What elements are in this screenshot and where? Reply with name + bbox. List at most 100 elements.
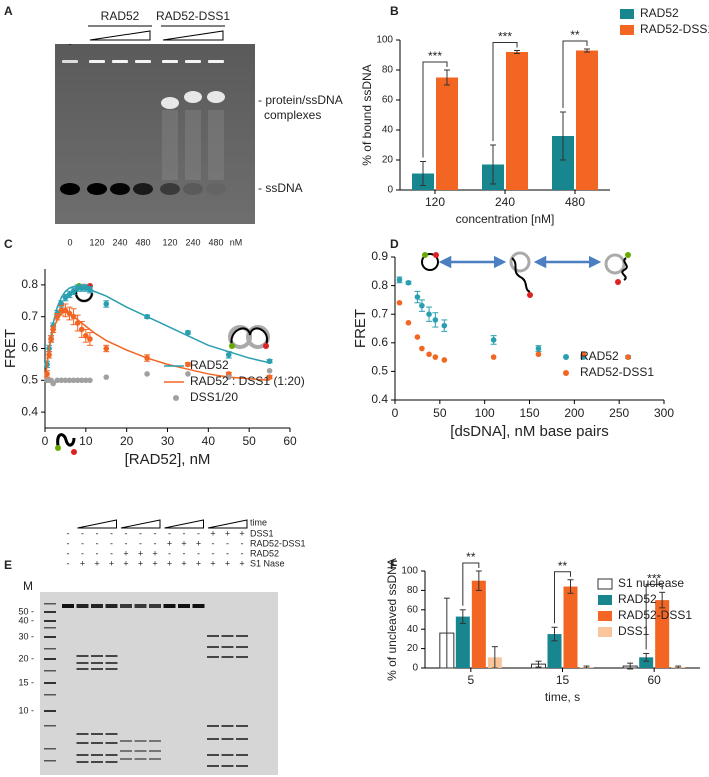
band (105, 761, 118, 763)
icon (621, 257, 628, 281)
x-tick-label: 15 (556, 673, 570, 687)
well-band (185, 60, 201, 63)
point (405, 279, 412, 286)
gel (40, 592, 278, 775)
sign: + (181, 558, 186, 568)
y-tick-label: 100 (376, 35, 393, 46)
ssdna-band (87, 183, 107, 195)
sign: - (110, 548, 113, 558)
lane-group: RAD52-DSS1 (156, 9, 230, 23)
point (419, 302, 425, 309)
band (76, 604, 89, 608)
icon (509, 251, 531, 273)
x-tick-label: 150 (519, 406, 539, 420)
marker-size: 50 - (18, 606, 34, 616)
y-axis-label: % of bound ssDNA (360, 64, 374, 165)
x-tick-label: 50 (433, 406, 447, 420)
point (66, 310, 73, 317)
y-tick-label: 0.5 (371, 364, 388, 378)
icon (511, 257, 531, 293)
sign: + (123, 548, 128, 558)
icon (56, 433, 76, 447)
sign: - (67, 548, 70, 558)
marker-band (44, 694, 56, 696)
point (490, 354, 497, 360)
legend-swatch (173, 395, 179, 401)
x-tick-label: 5 (467, 673, 474, 687)
sign: - (67, 528, 70, 538)
bar (639, 657, 654, 668)
band (236, 725, 248, 727)
marker-size: 20 - (18, 653, 34, 663)
sign: - (67, 538, 70, 548)
band (236, 656, 248, 658)
lane-label: 240 (185, 237, 200, 247)
ssdna-band (133, 183, 153, 195)
sign: + (109, 558, 114, 568)
complex-band (161, 97, 179, 109)
bar (655, 600, 670, 668)
smear (162, 110, 178, 180)
lane-label: 0 (67, 237, 72, 247)
band (91, 668, 103, 670)
band (134, 604, 147, 608)
significance-bracket (492, 42, 518, 141)
bar (576, 50, 598, 190)
smear (208, 110, 224, 180)
panel-label: B (390, 4, 399, 18)
y-axis-label: FRET (2, 329, 19, 368)
band (207, 765, 219, 767)
time-wedge (120, 519, 161, 529)
marker-band (44, 648, 56, 650)
point (54, 377, 61, 384)
sign: - (81, 548, 84, 558)
significance: ** (558, 559, 568, 573)
point (441, 322, 448, 329)
band (149, 758, 161, 760)
icon (55, 445, 61, 451)
band (91, 761, 103, 763)
point (78, 377, 85, 384)
sign: - (197, 528, 200, 538)
time-wedge (77, 519, 117, 529)
well-band (112, 60, 128, 63)
band-label: - ssDNA (258, 181, 303, 195)
band (236, 754, 248, 756)
sign: + (239, 528, 244, 538)
band (105, 754, 118, 756)
x-axis-label: concentration [nM] (456, 212, 555, 226)
y-tick-label: 40 (382, 125, 394, 136)
sign: - (226, 548, 229, 558)
band (91, 604, 103, 608)
point (432, 354, 439, 360)
band (62, 604, 74, 608)
point (580, 351, 587, 358)
y-tick-label: 80 (382, 65, 394, 76)
icon (625, 252, 631, 258)
significance: *** (498, 30, 512, 44)
icon (71, 449, 77, 455)
marker-band (44, 611, 56, 613)
x-tick-label: 120 (425, 195, 445, 209)
sign: + (167, 538, 172, 548)
point (62, 307, 69, 314)
x-tick-label: 240 (495, 195, 515, 209)
lane-label: 480 (208, 237, 223, 247)
point (266, 367, 273, 374)
x-tick-label: 480 (565, 195, 585, 209)
band (120, 758, 132, 760)
ssdna-band (206, 183, 226, 195)
point (225, 352, 232, 358)
sign: + (181, 538, 186, 548)
band (76, 754, 89, 756)
sign: - (183, 528, 186, 538)
sign: - (67, 558, 70, 568)
significance: *** (428, 49, 442, 63)
y-tick-label: 60 (407, 604, 419, 615)
point (225, 374, 232, 380)
sign: - (212, 538, 215, 548)
point (50, 380, 56, 387)
condition-label: RAD52 (250, 548, 279, 558)
band (105, 662, 118, 664)
band (149, 604, 161, 608)
